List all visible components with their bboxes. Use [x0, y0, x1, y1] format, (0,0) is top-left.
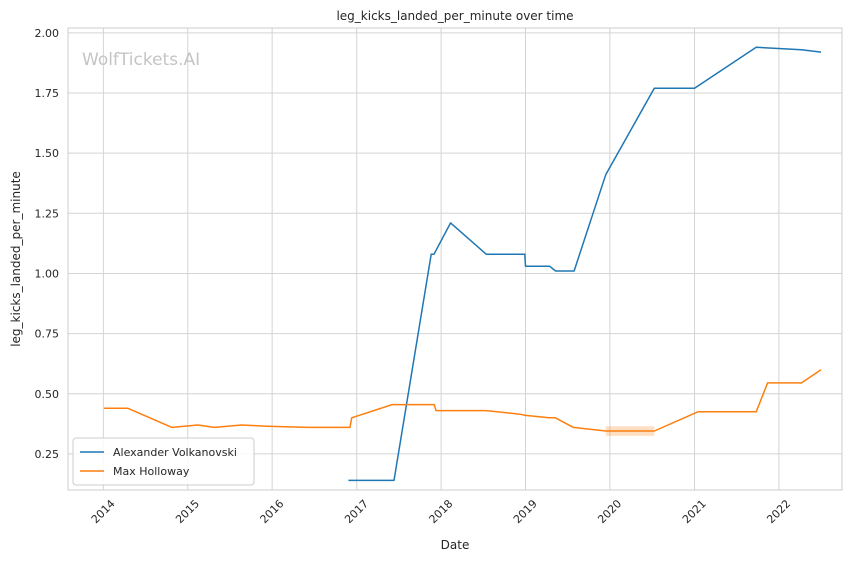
legend: Alexander Volkanovski Max Holloway: [72, 437, 255, 486]
y-tick-label: 0.25: [35, 448, 60, 461]
y-tick-label: 1.00: [35, 267, 60, 280]
x-tick-label: 2015: [173, 497, 202, 526]
x-tick-label: 2018: [427, 497, 456, 526]
x-tick-label: 2016: [258, 497, 287, 526]
legend-label-holloway: Max Holloway: [113, 465, 190, 478]
x-tick-label: 2020: [595, 497, 624, 526]
y-tick-label: 1.25: [35, 207, 60, 220]
legend-label-volkanovski: Alexander Volkanovski: [113, 446, 237, 459]
y-tick-label: 0.75: [35, 328, 60, 341]
x-tick-label: 2014: [89, 497, 118, 526]
series-line-holloway: [104, 369, 822, 432]
x-axis-ticks: 2014 2015 2016 2017 2018 2019 2020 2021 2022: [89, 497, 794, 526]
x-axis-title: Date: [441, 538, 470, 552]
plot-frame: [67, 27, 843, 491]
grid: [68, 28, 842, 490]
y-tick-label: 1.75: [35, 87, 60, 100]
chart-title: leg_kicks_landed_per_minute over time: [336, 9, 573, 23]
x-tick-label: 2019: [511, 497, 540, 526]
series-lines: [104, 46, 822, 482]
y-tick-label: 2.00: [35, 27, 60, 40]
y-tick-label: 1.50: [35, 147, 60, 160]
x-tick-label: 2021: [680, 497, 709, 526]
x-tick-label: 2022: [764, 497, 793, 526]
watermark-text: WolfTickets.AI: [82, 50, 200, 70]
legend-box: [72, 437, 255, 486]
y-axis-title: leg_kicks_landed_per_minute: [9, 171, 23, 347]
y-axis-ticks: 0.25 0.50 0.75 1.00 1.25 1.50 1.75 2.00: [35, 27, 60, 461]
series-line-volkanovski: [348, 46, 822, 482]
x-tick-label: 2017: [342, 497, 371, 526]
y-tick-label: 0.50: [35, 388, 60, 401]
